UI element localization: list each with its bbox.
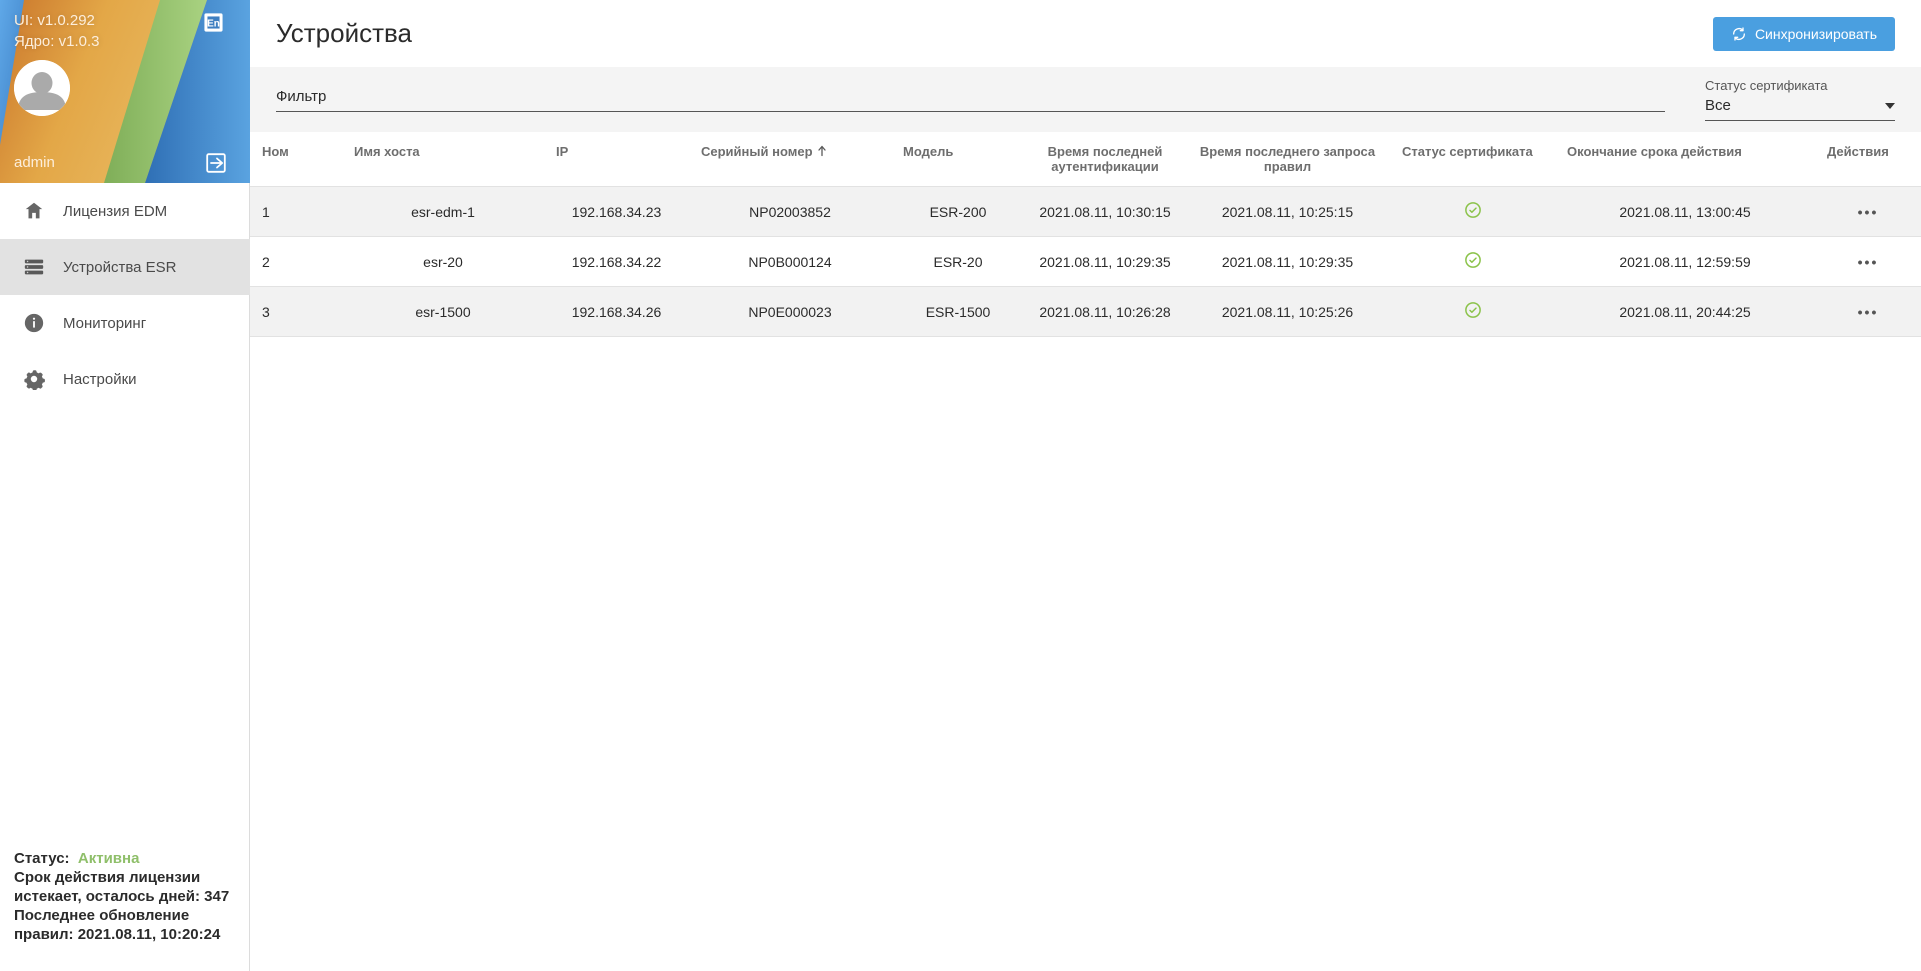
svg-text:En: En bbox=[207, 18, 220, 29]
